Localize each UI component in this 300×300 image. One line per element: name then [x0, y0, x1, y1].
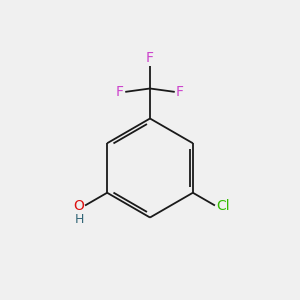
Text: O: O [73, 199, 84, 212]
Text: F: F [116, 85, 124, 99]
Text: F: F [146, 51, 154, 65]
Text: Cl: Cl [216, 199, 230, 212]
Text: H: H [74, 213, 84, 226]
Text: F: F [176, 85, 184, 99]
